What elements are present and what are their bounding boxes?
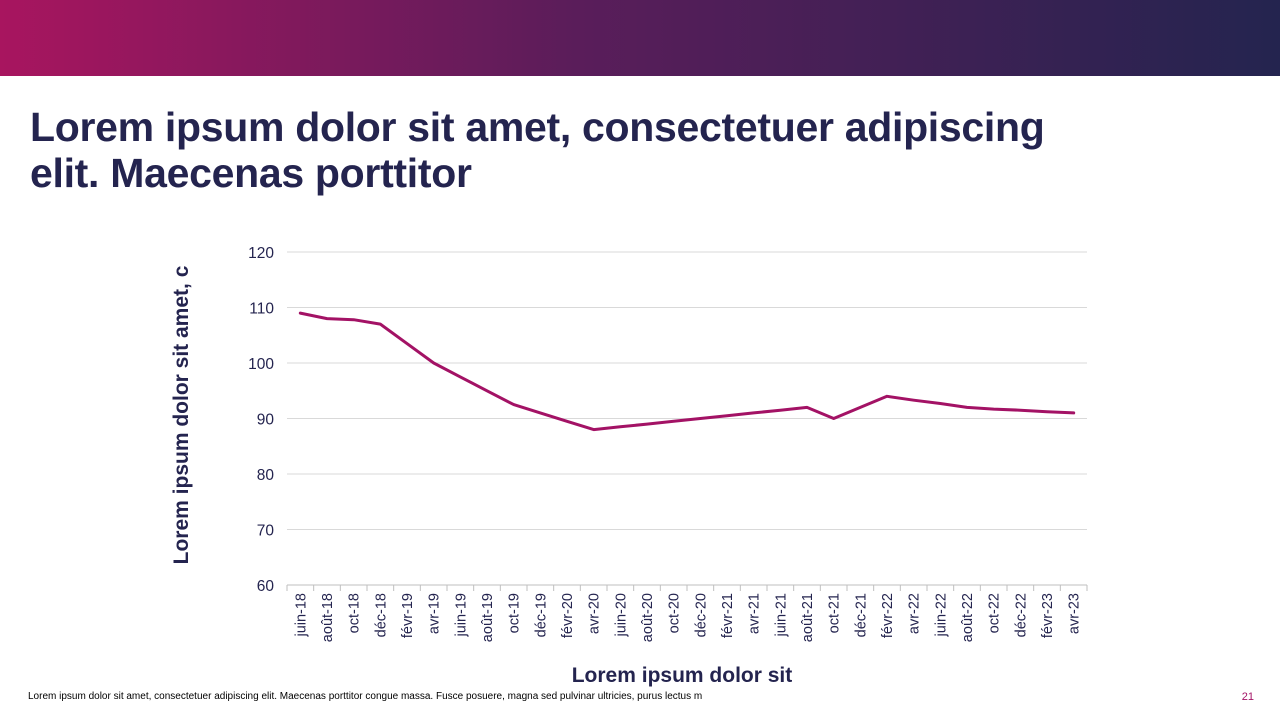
x-tick-label: avr-19 [427,593,443,634]
x-tick-label: févr-20 [560,593,576,638]
x-tick-label: avr-22 [907,593,923,634]
y-tick-label: 110 [249,301,274,318]
x-tick-label: juin-21 [773,593,789,638]
x-tick-label: juin-22 [933,593,949,638]
x-tick-label: avr-23 [1067,593,1083,634]
x-tick-label: déc-19 [533,593,549,637]
x-axis: juin-18 août-18 oct-18 déc-18 févr-19 avr-19 j… [286,585,1088,642]
y-tick-label: 80 [257,467,275,484]
x-tick-label: août-21 [800,593,816,642]
x-tick-label: oct-21 [827,593,843,633]
y-axis-label: Lorem ipsum dolor sit amet, c [170,265,193,564]
x-tick-label: juin-19 [453,593,469,638]
y-tick-label: 70 [257,523,275,540]
x-tick-label: févr-22 [880,593,896,638]
x-tick-label: févr-23 [1040,593,1056,638]
x-tick-label: févr-21 [720,593,736,638]
x-tick-label: juin-20 [613,593,629,638]
y-axis-ticks: 60 70 80 90 100 110 120 [248,245,274,595]
y-tick-label: 90 [257,412,275,429]
x-tick-label: déc-21 [853,593,869,637]
x-tick-label: oct-18 [347,593,363,633]
x-tick-label: avr-20 [587,593,603,634]
x-tick-label: oct-22 [987,593,1003,633]
x-tick-label: août-22 [960,593,976,642]
slide-title: Lorem ipsum dolor sit amet, consectetuer… [30,104,1045,196]
page-number: 21 [1241,691,1254,703]
footer-note: Lorem ipsum dolor sit amet, consectetuer… [28,691,703,702]
x-tick-label: oct-20 [667,593,683,633]
x-tick-label: juin-18 [293,593,309,638]
y-tick-label: 100 [248,356,274,373]
x-tick-label: oct-19 [507,593,523,633]
x-tick-label: déc-18 [373,593,389,637]
series-layer [298,311,1076,432]
y-tick-label: 60 [257,578,275,595]
x-axis-label: Lorem ipsum dolor sit [572,664,793,687]
header-band [0,0,1280,76]
x-tick-label: août-18 [320,593,336,642]
x-tick-label: févr-19 [400,593,416,638]
series-line [298,311,1076,432]
x-tick-label: avr-21 [747,593,763,634]
x-tick-label: déc-20 [693,593,709,637]
y-tick-label: 120 [248,245,274,262]
x-tick-label: août-20 [640,593,656,642]
x-tick-label: août-19 [480,593,496,642]
x-tick-label: déc-22 [1013,593,1029,637]
